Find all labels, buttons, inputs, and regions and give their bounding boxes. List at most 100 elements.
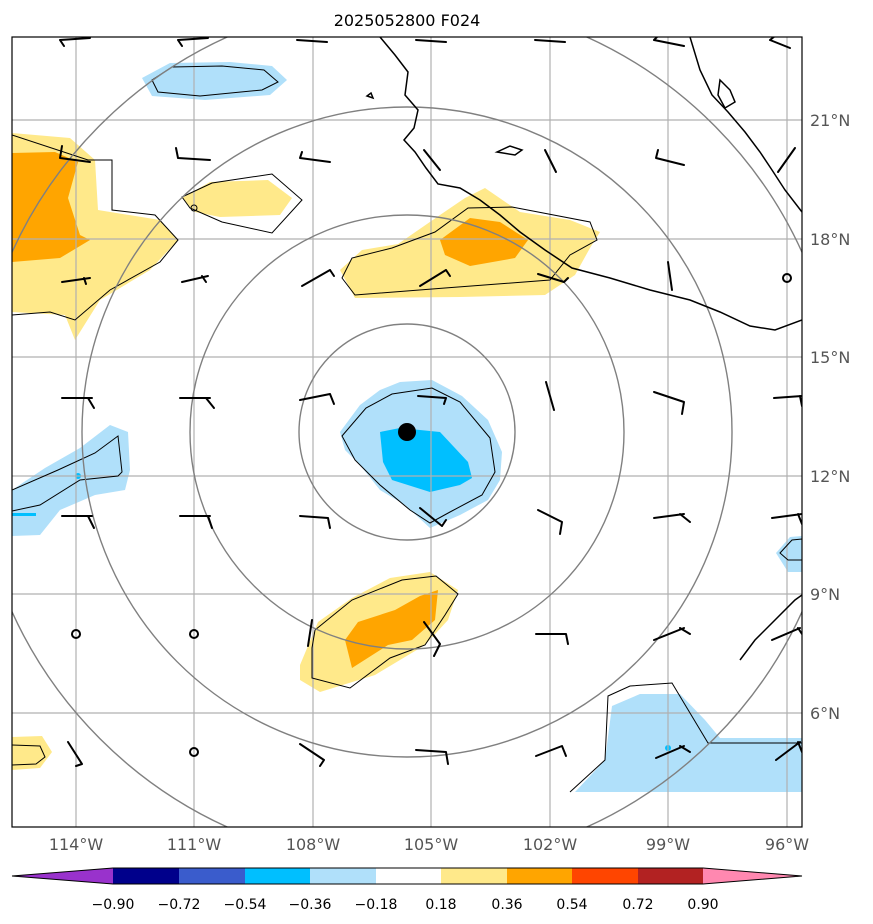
colorbar-seg	[12, 868, 113, 884]
contour-south	[311, 575, 459, 689]
wind-barbs	[59, 37, 802, 767]
wind-barb	[423, 149, 441, 171]
lon-label: 102°W	[523, 835, 578, 854]
wind-barb	[299, 151, 331, 163]
map-panel	[12, 37, 802, 827]
colorbar-seg	[703, 868, 802, 884]
wind-barb	[667, 261, 673, 291]
wind-barb	[301, 269, 335, 287]
contour-southwest	[12, 744, 46, 766]
wind-barb	[67, 741, 83, 767]
lat-axis-labels: 21°N 18°N 15°N 12°N 9°N 6°N	[810, 111, 850, 723]
colorbar-seg	[245, 868, 310, 884]
shade-negative-north	[142, 62, 287, 100]
wind-barb	[61, 397, 95, 409]
wind-barb	[544, 149, 557, 173]
wind-barb	[655, 745, 691, 759]
wind-barb	[177, 37, 209, 47]
wind-barb	[653, 513, 691, 523]
wind-barb	[61, 515, 95, 529]
colorbar-seg	[507, 868, 572, 884]
wind-barb	[653, 391, 685, 415]
wind-barb	[771, 627, 802, 641]
shade-positive-south-core	[345, 590, 438, 668]
wind-barb	[307, 619, 313, 647]
lon-label: 105°W	[404, 835, 459, 854]
coastline-southeast	[739, 594, 802, 661]
wind-barb	[653, 37, 685, 47]
lat-label: 15°N	[810, 348, 850, 367]
range-ring-2	[189, 214, 625, 650]
calm-circle	[189, 629, 199, 639]
contour-southeast	[569, 682, 802, 793]
range-rings	[12, 37, 802, 827]
wind-barb	[415, 749, 449, 765]
colorbar-tick: 0.36	[491, 897, 522, 913]
wind-barb	[299, 743, 325, 767]
shade-negative-west	[12, 425, 130, 536]
colorbar-seg	[441, 868, 507, 884]
wind-barb	[181, 275, 209, 283]
lat-label: 18°N	[810, 230, 850, 249]
coastline-inlet	[717, 78, 736, 110]
wind-barb	[775, 741, 802, 761]
calm-circle	[71, 629, 81, 639]
colorbar-seg	[113, 868, 179, 884]
wind-barb	[179, 397, 215, 409]
wind-barb	[423, 621, 441, 657]
wind-barb	[61, 277, 91, 285]
calm-circle	[782, 273, 792, 283]
wind-barb	[534, 39, 566, 43]
calm-circle	[189, 747, 199, 757]
wind-barb	[59, 145, 91, 163]
shade-negative-southeast	[575, 694, 802, 792]
colorbar-seg	[572, 868, 638, 884]
wind-barb	[777, 147, 796, 173]
coastline-island	[494, 145, 524, 156]
colorbar-seg	[638, 868, 703, 884]
colorbar-tick: 0.54	[556, 897, 587, 913]
colorbar-tick: −0.90	[92, 897, 135, 913]
wind-barb	[655, 149, 685, 166]
contour-lines	[12, 65, 802, 793]
shade-positive-north	[182, 180, 292, 217]
contour-center	[341, 387, 496, 524]
wind-barb	[296, 39, 328, 43]
wind-barb	[419, 269, 451, 287]
colorbar-tick: −0.54	[224, 897, 267, 913]
graticule	[12, 37, 802, 827]
lon-label: 108°W	[286, 835, 341, 854]
shade-negative-east	[776, 536, 802, 572]
range-ring-3	[81, 106, 733, 758]
colorbar: −0.90 −0.72 −0.54 −0.36 −0.18 0.18 0.36 …	[11, 867, 803, 913]
wind-barb	[545, 381, 555, 411]
lon-axis-labels: 114°W 111°W 108°W 105°W 102°W 99°W 96°W	[49, 835, 809, 854]
contour-north-blue	[151, 65, 279, 97]
range-ring-1	[298, 323, 516, 541]
contour-small-ring	[190, 204, 198, 212]
colorbar-tick: −0.72	[158, 897, 201, 913]
wind-barb	[653, 627, 691, 641]
colorbar-seg	[376, 868, 441, 884]
colorbar-seg	[179, 868, 245, 884]
wind-barb	[771, 513, 802, 525]
wind-barb	[535, 745, 567, 757]
wind-barb	[537, 273, 569, 283]
contour-east	[779, 538, 802, 561]
coastline-baja	[689, 37, 802, 213]
colorbar-tick: 0.72	[622, 897, 653, 913]
contour-west	[12, 134, 179, 321]
colorbar-tick: 0.18	[425, 897, 456, 913]
colorbar-outline	[11, 867, 803, 885]
figure-title: 2025052800 F024	[334, 11, 481, 30]
colorbar-seg	[310, 868, 376, 884]
contour-coast	[341, 206, 598, 296]
coastline-islet	[365, 91, 375, 100]
coastline	[365, 37, 802, 661]
wind-barb	[175, 147, 211, 161]
wind-barb	[415, 39, 447, 43]
wind-barb	[299, 393, 335, 405]
wind-barb	[419, 507, 447, 527]
storm-center-marker	[398, 423, 416, 441]
